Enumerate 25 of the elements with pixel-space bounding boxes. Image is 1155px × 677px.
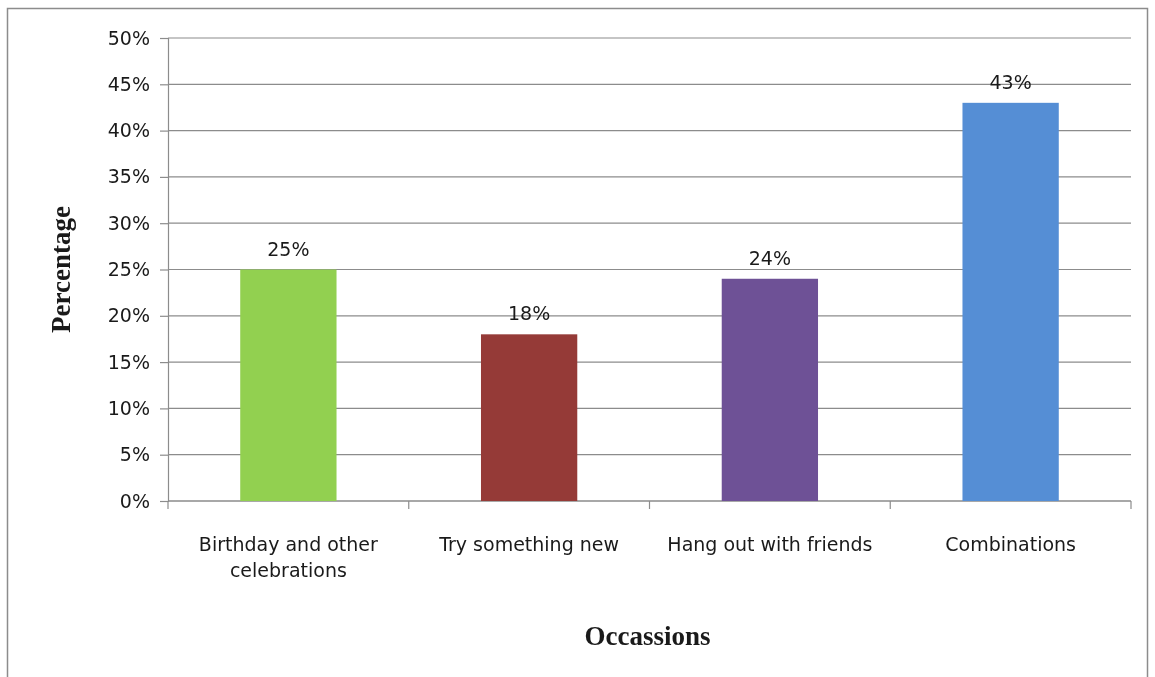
y-tick-label: 45% [107,72,150,95]
x-tick-label: Try something new [438,533,620,555]
bar [480,334,578,501]
data-label: 25% [267,237,310,260]
y-tick-label: 35% [107,165,150,188]
y-tick-label: 50% [107,26,150,49]
y-tick-label: 40% [107,119,150,142]
x-tick-label: Combinations [945,533,1076,555]
data-label: 24% [748,246,791,269]
y-tick-label: 10% [107,396,150,419]
y-tick-label: 30% [107,211,150,234]
x-tick-label: Hang out with friends [667,533,873,555]
y-tick-label: 15% [107,350,150,373]
bar [962,102,1059,501]
y-tick-label: 0% [119,489,150,512]
x-tick-label: Birthday and other celebrations [198,533,379,581]
y-tick-label: 5% [119,443,150,466]
data-label: 43% [989,70,1032,93]
y-axis-title: Percentage [46,206,76,333]
bar [721,278,819,501]
bar [240,269,337,501]
y-tick-label: 25% [107,258,150,281]
y-tick-label: 20% [107,304,150,327]
data-label: 18% [508,302,551,325]
x-axis-title: Occassions [584,621,711,651]
